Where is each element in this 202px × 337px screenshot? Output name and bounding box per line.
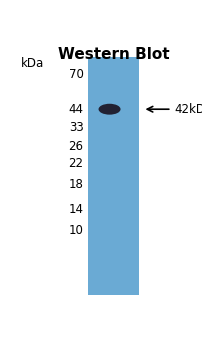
Text: 42kDa: 42kDa bbox=[174, 103, 202, 116]
Text: 26: 26 bbox=[68, 140, 83, 153]
Text: Western Blot: Western Blot bbox=[57, 47, 168, 62]
Text: 14: 14 bbox=[68, 203, 83, 216]
Text: 10: 10 bbox=[68, 224, 83, 237]
Text: 18: 18 bbox=[68, 178, 83, 191]
Text: 70: 70 bbox=[68, 68, 83, 81]
Text: 44: 44 bbox=[68, 103, 83, 116]
Text: 22: 22 bbox=[68, 157, 83, 170]
Text: 33: 33 bbox=[68, 121, 83, 134]
Text: kDa: kDa bbox=[21, 57, 44, 70]
Ellipse shape bbox=[98, 104, 120, 115]
Bar bbox=[88, 57, 138, 295]
